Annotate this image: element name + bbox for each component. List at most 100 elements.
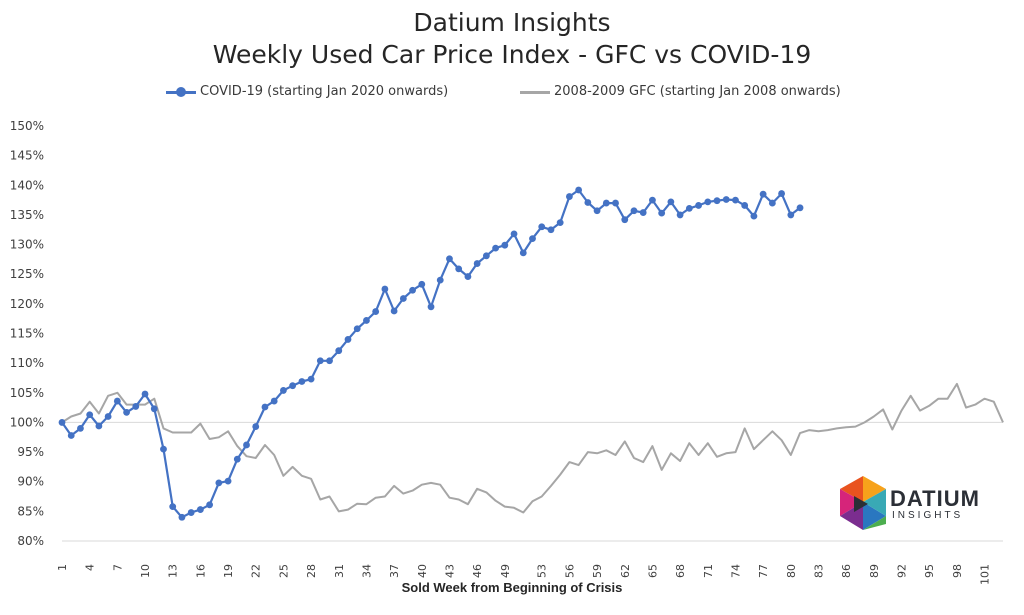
data-point-covid bbox=[732, 196, 739, 204]
x-tick-label: 49 bbox=[499, 564, 512, 578]
x-tick-label: 22 bbox=[250, 564, 263, 578]
x-tick-label: 101 bbox=[979, 564, 992, 585]
y-tick-label: 80% bbox=[17, 534, 44, 548]
data-point-covid bbox=[473, 260, 481, 267]
data-point-covid bbox=[316, 357, 324, 365]
y-tick-label: 125% bbox=[10, 267, 44, 281]
legend-item-gfc: 2008-2009 GFC (starting Jan 2008 onwards… bbox=[520, 84, 841, 99]
x-tick-label: 56 bbox=[563, 564, 576, 578]
data-point-covid bbox=[298, 378, 306, 385]
data-point-covid bbox=[639, 209, 647, 216]
data-point-covid bbox=[492, 244, 499, 252]
x-tick-label: 74 bbox=[729, 564, 742, 578]
x-tick-label: 71 bbox=[702, 564, 715, 578]
y-tick-label: 85% bbox=[17, 504, 44, 518]
data-point-covid bbox=[178, 513, 186, 521]
data-point-covid bbox=[695, 202, 702, 209]
data-point-covid bbox=[741, 202, 749, 209]
data-point-covid bbox=[778, 190, 785, 197]
chart-title: Datium Insights bbox=[413, 8, 611, 37]
legend-item-covid: COVID-19 (starting Jan 2020 onwards) bbox=[166, 84, 448, 99]
x-tick-label: 53 bbox=[536, 564, 549, 578]
y-tick-label: 105% bbox=[10, 386, 44, 400]
x-tick-label: 1 bbox=[56, 564, 69, 571]
data-point-covid bbox=[326, 357, 333, 365]
x-tick-label: 10 bbox=[139, 564, 152, 578]
x-tick-label: 62 bbox=[619, 564, 632, 578]
y-tick-label: 110% bbox=[10, 356, 44, 370]
data-point-covid bbox=[418, 280, 426, 288]
y-tick-label: 90% bbox=[17, 475, 44, 489]
data-point-covid bbox=[307, 375, 315, 383]
x-tick-label: 28 bbox=[305, 564, 318, 578]
x-tick-label: 77 bbox=[757, 564, 770, 578]
x-tick-label: 7 bbox=[111, 564, 124, 571]
data-point-covid bbox=[86, 411, 94, 419]
y-tick-label: 130% bbox=[10, 238, 44, 252]
data-point-covid bbox=[529, 235, 536, 243]
x-tick-label: 83 bbox=[812, 564, 825, 578]
data-point-covid bbox=[390, 307, 398, 315]
y-tick-label: 115% bbox=[10, 327, 44, 341]
series-line-covid bbox=[61, 188, 801, 519]
data-point-covid bbox=[482, 252, 490, 260]
legend-swatch-gfc bbox=[520, 85, 550, 99]
x-tick-label: 40 bbox=[416, 564, 429, 578]
data-point-covid bbox=[787, 211, 795, 219]
data-point-covid bbox=[270, 397, 278, 405]
data-point-covid bbox=[658, 209, 666, 217]
data-point-covid bbox=[575, 186, 583, 194]
x-tick-label: 25 bbox=[277, 564, 290, 578]
data-point-covid bbox=[160, 445, 167, 453]
x-tick-label: 65 bbox=[646, 564, 659, 578]
x-tick-label: 86 bbox=[840, 564, 853, 578]
x-tick-label: 80 bbox=[785, 564, 798, 578]
data-point-covid bbox=[206, 501, 214, 509]
data-point-covid bbox=[363, 317, 370, 324]
x-tick-label: 31 bbox=[333, 564, 346, 578]
data-point-covid bbox=[667, 198, 675, 206]
x-tick-label: 68 bbox=[674, 564, 687, 578]
data-point-covid bbox=[113, 397, 121, 405]
data-point-covid bbox=[676, 211, 684, 219]
y-tick-label: 120% bbox=[10, 297, 44, 311]
data-point-covid bbox=[547, 226, 555, 234]
chart-subtitle: Weekly Used Car Price Index - GFC vs COV… bbox=[212, 40, 812, 69]
y-tick-label: 140% bbox=[10, 178, 44, 192]
data-point-covid bbox=[649, 196, 656, 204]
y-tick-label: 145% bbox=[10, 149, 44, 163]
data-point-covid bbox=[501, 241, 509, 249]
data-point-covid bbox=[602, 199, 610, 207]
x-tick-label: 92 bbox=[896, 564, 909, 578]
y-tick-label: 135% bbox=[10, 208, 44, 222]
data-point-covid bbox=[556, 219, 564, 227]
data-point-covid bbox=[621, 216, 629, 224]
data-point-covid bbox=[372, 308, 380, 315]
data-point-covid bbox=[289, 382, 297, 390]
x-tick-label: 59 bbox=[591, 564, 604, 578]
data-point-covid bbox=[584, 199, 592, 206]
datium-logo-icon bbox=[840, 476, 886, 530]
data-point-covid bbox=[768, 199, 776, 207]
logo-subword: INSIGHTS bbox=[892, 510, 964, 521]
data-point-covid bbox=[280, 387, 287, 394]
y-tick-label: 95% bbox=[17, 445, 44, 459]
data-point-covid bbox=[141, 390, 149, 398]
datium-logo: DATIUM INSIGHTS bbox=[840, 476, 990, 536]
data-point-covid bbox=[538, 223, 546, 231]
data-point-covid bbox=[344, 336, 352, 343]
x-tick-label: 16 bbox=[194, 564, 207, 578]
data-point-covid bbox=[722, 196, 730, 203]
chart-legend: COVID-19 (starting Jan 2020 onwards) 200… bbox=[0, 84, 1024, 108]
data-point-covid bbox=[196, 506, 204, 513]
series-line-gfc bbox=[61, 382, 1004, 514]
x-tick-label: 43 bbox=[443, 564, 456, 578]
legend-swatch-covid bbox=[166, 85, 196, 99]
data-point-covid bbox=[123, 408, 130, 416]
data-point-covid bbox=[612, 199, 619, 207]
data-point-covid bbox=[750, 212, 758, 220]
data-point-covid bbox=[409, 286, 416, 294]
x-tick-label: 34 bbox=[360, 564, 373, 578]
data-point-covid bbox=[243, 441, 250, 449]
data-point-covid bbox=[132, 403, 140, 410]
